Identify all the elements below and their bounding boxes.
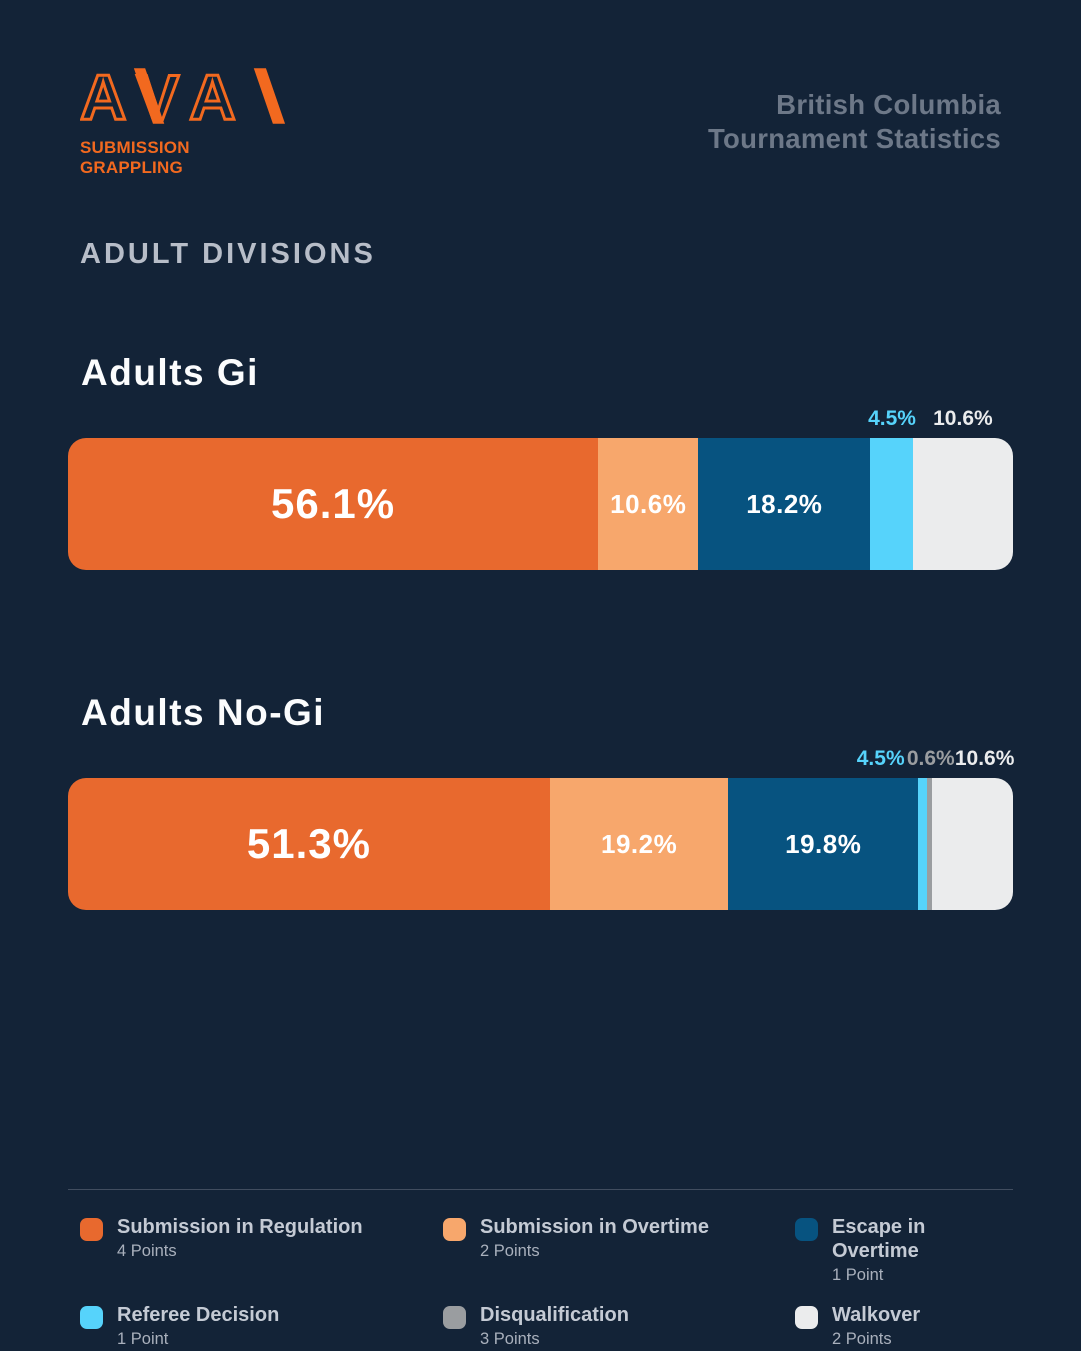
ava-logo-icon: AVA	[79, 60, 286, 135]
bar-segment-disqualification	[926, 778, 933, 910]
bar-segment-submission_regulation: 51.3%	[68, 778, 550, 910]
legend-item-label: Escape in Overtime	[832, 1216, 926, 1262]
segment-label: 10.6%	[610, 488, 687, 519]
legend-item: Disqualification 3 Points	[443, 1303, 795, 1349]
legend-swatch-submission_overtime	[443, 1218, 466, 1241]
legend-item-points: 1 Point	[832, 1266, 884, 1284]
bar-segment-submission_regulation: 56.1%	[68, 438, 599, 570]
legend-item-label: Submission in Regulation	[117, 1216, 363, 1238]
bar-segment-submission_overtime: 19.2%	[549, 778, 729, 910]
section-heading: ADULT DIVISIONS	[80, 238, 376, 270]
legend-item-points: 2 Points	[480, 1242, 540, 1260]
page-title: British Columbia Tournament Statistics	[708, 88, 1001, 156]
legend-item: Submission in Regulation 4 Points	[80, 1215, 443, 1285]
legend-item-label: Walkover	[832, 1304, 921, 1326]
segment-overflow-label-walkover: 10.6%	[933, 407, 993, 430]
legend-item-label: Submission in Overtime	[480, 1216, 709, 1238]
bar-segment-escape_overtime: 18.2%	[698, 438, 871, 570]
chart-title: Adults Gi	[81, 352, 259, 393]
stacked-bar: 56.1% 10.6% 18.2%	[68, 438, 1013, 570]
legend-item: Walkover 2 Points	[795, 1303, 1013, 1349]
legend: Submission in Regulation 4 Points Submissi…	[68, 1189, 1013, 1349]
legend-swatch-submission_regulation	[80, 1218, 103, 1241]
legend-item-points: 1 Point	[117, 1330, 169, 1348]
legend-swatch-referee_decision	[80, 1306, 103, 1329]
brand-subtitle: SUBMISSION GRAPPLING	[80, 138, 190, 177]
page-title-line2: Tournament Statistics	[707, 123, 1001, 154]
legend-item-text: Escape in Overtime 1 Point	[832, 1215, 1013, 1285]
chart-adults-no-gi: Adults No-Gi 4.5% 0.6% 10.6% 51.3% 19.2% 19.…	[68, 690, 1015, 910]
legend-item-text: Submission in Regulation 4 Points	[117, 1215, 363, 1261]
segment-label: 18.2%	[746, 488, 823, 519]
legend-swatch-disqualification	[443, 1306, 466, 1329]
bar-segment-referee_decision	[870, 438, 913, 570]
segment-overflow-label-walkover: 10.6%	[954, 747, 1015, 770]
legend-item: Escape in Overtime 1 Point	[795, 1215, 1013, 1285]
segment-label: 19.8%	[785, 828, 862, 859]
legend-item-text: Walkover 2 Points	[832, 1303, 920, 1349]
segment-label: 56.1%	[271, 480, 396, 527]
legend-item-label: Referee Decision	[117, 1304, 280, 1326]
legend-item: Referee Decision 1 Point	[80, 1303, 443, 1349]
legend-item-points: 2 Points	[832, 1330, 892, 1348]
bar-segment-walkover	[932, 778, 1013, 910]
chart-adults-gi: Adults Gi 4.5% 10.6% 56.1% 10.6% 18.2%	[68, 350, 1013, 570]
bar-segment-submission_overtime: 10.6%	[598, 438, 699, 570]
brand-logo: AVA SUBMISSION GRAPPLING	[79, 60, 292, 178]
legend-swatch-walkover	[795, 1306, 818, 1329]
legend-item-label: Disqualification	[480, 1304, 629, 1326]
bar-overflow-labels: 4.5% 10.6%	[68, 407, 1013, 433]
segment-label: 19.2%	[601, 828, 678, 859]
segment-overflow-label-disqualification: 0.6%	[906, 747, 955, 770]
chart-title: Adults No-Gi	[81, 692, 326, 733]
legend-item-points: 4 Points	[117, 1242, 177, 1260]
segment-overflow-label-referee_decision: 4.5%	[868, 407, 916, 430]
bar-segment-escape_overtime: 19.8%	[728, 778, 919, 910]
legend-item: Submission in Overtime 2 Points	[443, 1215, 795, 1285]
bar-segment-walkover	[912, 438, 1013, 570]
legend-item-points: 3 Points	[480, 1330, 540, 1348]
bar-overflow-labels: 4.5% 0.6% 10.6%	[68, 747, 1015, 773]
legend-grid: Submission in Regulation 4 Points Submissi…	[68, 1215, 1013, 1349]
legend-item-text: Submission in Overtime 2 Points	[480, 1215, 709, 1261]
legend-swatch-escape_overtime	[795, 1218, 818, 1241]
bar-segment-referee_decision	[918, 778, 927, 910]
page-title-line1: British Columbia	[776, 89, 1001, 120]
legend-item-text: Referee Decision 1 Point	[117, 1303, 279, 1349]
svg-text:AVA: AVA	[80, 64, 251, 128]
stacked-bar: 51.3% 19.2% 19.8%	[68, 778, 1013, 910]
segment-overflow-label-referee_decision: 4.5%	[856, 747, 905, 770]
legend-item-text: Disqualification 3 Points	[480, 1303, 629, 1349]
segment-label: 51.3%	[246, 820, 371, 867]
